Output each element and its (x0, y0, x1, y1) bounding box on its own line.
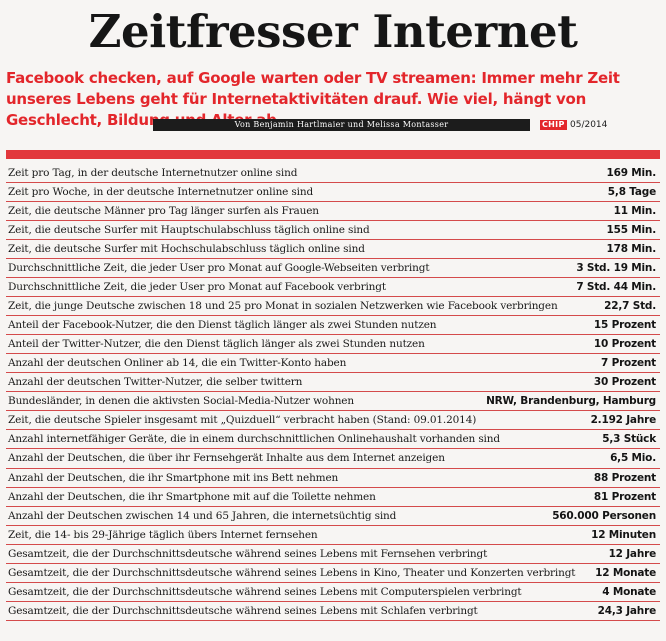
row-label: Zeit, die 14- bis 29-Jährige täglich übe… (8, 528, 318, 541)
row-label: Zeit, die deutsche Surfer mit Hochschula… (8, 243, 365, 256)
table-row: Anzahl der Deutschen zwischen 14 und 65 … (6, 507, 660, 526)
row-value: 6,5 Mio. (610, 452, 656, 465)
table-row: Anzahl der Deutschen, die ihr Smartphone… (6, 469, 660, 488)
row-label: Zeit, die junge Deutsche zwischen 18 und… (8, 300, 558, 313)
row-value: 12 Jahre (608, 547, 657, 560)
row-value: 5,8 Tage (607, 186, 656, 199)
row-value: 30 Prozent (593, 376, 656, 389)
row-value: 169 Min. (606, 167, 657, 180)
row-label: Gesamtzeit, die der Durchschnittsdeutsch… (8, 547, 488, 560)
row-label: Anzahl der Deutschen zwischen 14 und 65 … (8, 509, 397, 522)
row-label: Anteil der Twitter-Nutzer, die den Diens… (8, 338, 425, 351)
table-header-bar (6, 150, 660, 159)
row-value: 3 Std. 19 Min. (576, 262, 656, 275)
row-value: 7 Std. 44 Min. (576, 281, 656, 294)
table-row: Zeit, die deutsche Surfer mit Hochschula… (6, 240, 660, 260)
row-label: Anzahl der deutschen Onliner ab 14, die … (8, 357, 347, 370)
table-row: Anzahl der Deutschen, die ihr Smartphone… (6, 488, 660, 507)
row-label: Zeit, die deutsche Männer pro Tag länger… (8, 205, 319, 218)
table-row: Zeit, die deutsche Surfer mit Hauptschul… (6, 221, 660, 241)
table-row: Anzahl der deutschen Onliner ab 14, die … (6, 354, 660, 374)
stats-table: Zeit pro Tag, in der deutsche Internetnu… (6, 164, 660, 640)
table-row: Durchschnittliche Zeit, die jeder User p… (6, 278, 660, 298)
table-row: Anzahl der deutschen Twitter-Nutzer, die… (6, 373, 660, 393)
row-value: 10 Prozent (593, 338, 656, 351)
issue-number: 05/2014 (570, 120, 608, 130)
row-label: Durchschnittliche Zeit, die jeder User p… (8, 262, 430, 275)
table-row: Gesamtzeit, die der Durchschnittsdeutsch… (6, 583, 660, 602)
row-value: 88 Prozent (593, 471, 656, 484)
row-label: Anteil der Facebook-Nutzer, die den Dien… (8, 319, 437, 332)
table-row: Gesamtzeit, die der Durchschnittsdeutsch… (6, 564, 660, 583)
row-label: Anzahl der deutschen Twitter-Nutzer, die… (8, 376, 303, 389)
row-value: 5,3 Stück (602, 433, 656, 446)
table-row: Zeit, die deutsche Spieler insgesamt mit… (6, 411, 660, 431)
table-row: Anteil der Twitter-Nutzer, die den Diens… (6, 335, 660, 355)
row-value: 178 Min. (606, 243, 657, 256)
row-value: 81 Prozent (593, 490, 656, 503)
row-value: 12 Monate (595, 566, 656, 579)
row-value: 11 Min. (613, 205, 657, 218)
article-title: Zeitfresser Internet (88, 5, 578, 58)
article-subtitle: Facebook checken, auf Google warten oder… (6, 69, 620, 129)
row-label: Zeit, die deutsche Spieler insgesamt mit… (8, 414, 477, 427)
table-row: Durchschnittliche Zeit, die jeder User p… (6, 259, 660, 279)
table-row: Zeit pro Woche, in der deutsche Internet… (6, 183, 660, 203)
table-row: Gesamtzeit, die der Durchschnittsdeutsch… (6, 545, 660, 564)
row-value: 560.000 Personen (552, 509, 656, 522)
row-value: 15 Prozent (593, 319, 656, 332)
row-label: Zeit pro Woche, in der deutsche Internet… (8, 186, 314, 199)
table-row: Anzahl internetfähiger Geräte, die in ei… (6, 430, 660, 450)
chip-logo: CHIP (540, 120, 567, 130)
row-value: 4 Monate (602, 585, 656, 598)
row-value: 7 Prozent (601, 357, 656, 370)
row-value: 24,3 Jahre (597, 604, 657, 617)
row-label: Anzahl der Deutschen, die ihr Smartphone… (8, 490, 376, 503)
row-label: Anzahl der Deutschen, die ihr Smartphone… (8, 471, 339, 484)
table-row: Bundesländer, in denen die aktivsten Soc… (6, 392, 660, 412)
table-row: Gesamtzeit, die der Durchschnittsdeutsch… (6, 602, 660, 621)
row-label: Durchschnittliche Zeit, die jeder User p… (8, 281, 386, 294)
row-label: Anzahl internetfähiger Geräte, die in ei… (8, 433, 500, 446)
row-label: Gesamtzeit, die der Durchschnittsdeutsch… (8, 604, 478, 617)
table-row: Zeit, die junge Deutsche zwischen 18 und… (6, 297, 660, 317)
row-label: Anzahl der Deutschen, die über ihr Ferns… (8, 452, 445, 465)
table-row: Anteil der Facebook-Nutzer, die den Dien… (6, 316, 660, 336)
row-label: Zeit, die deutsche Surfer mit Hauptschul… (8, 224, 370, 237)
row-label: Bundesländer, in denen die aktivsten Soc… (8, 395, 354, 408)
table-row: Zeit, die 14- bis 29-Jährige täglich übe… (6, 526, 660, 545)
table-row: Zeit pro Tag, in der deutsche Internetnu… (6, 164, 660, 184)
row-label: Gesamtzeit, die der Durchschnittsdeutsch… (8, 566, 576, 579)
table-row: Zeit, die deutsche Männer pro Tag länger… (6, 202, 660, 222)
row-label: Gesamtzeit, die der Durchschnittsdeutsch… (8, 585, 522, 598)
row-label: Zeit pro Tag, in der deutsche Internetnu… (8, 167, 298, 180)
row-value: 12 Minuten (591, 528, 656, 541)
byline: Von Benjamin Hartlmaier und Melissa Mont… (153, 119, 530, 131)
table-row: Anzahl der Deutschen, die über ihr Ferns… (6, 449, 660, 469)
row-value: NRW, Brandenburg, Hamburg (486, 395, 656, 408)
row-value: 155 Min. (606, 224, 657, 237)
row-value: 22,7 Std. (604, 300, 656, 313)
row-value: 2.192 Jahre (590, 414, 657, 427)
